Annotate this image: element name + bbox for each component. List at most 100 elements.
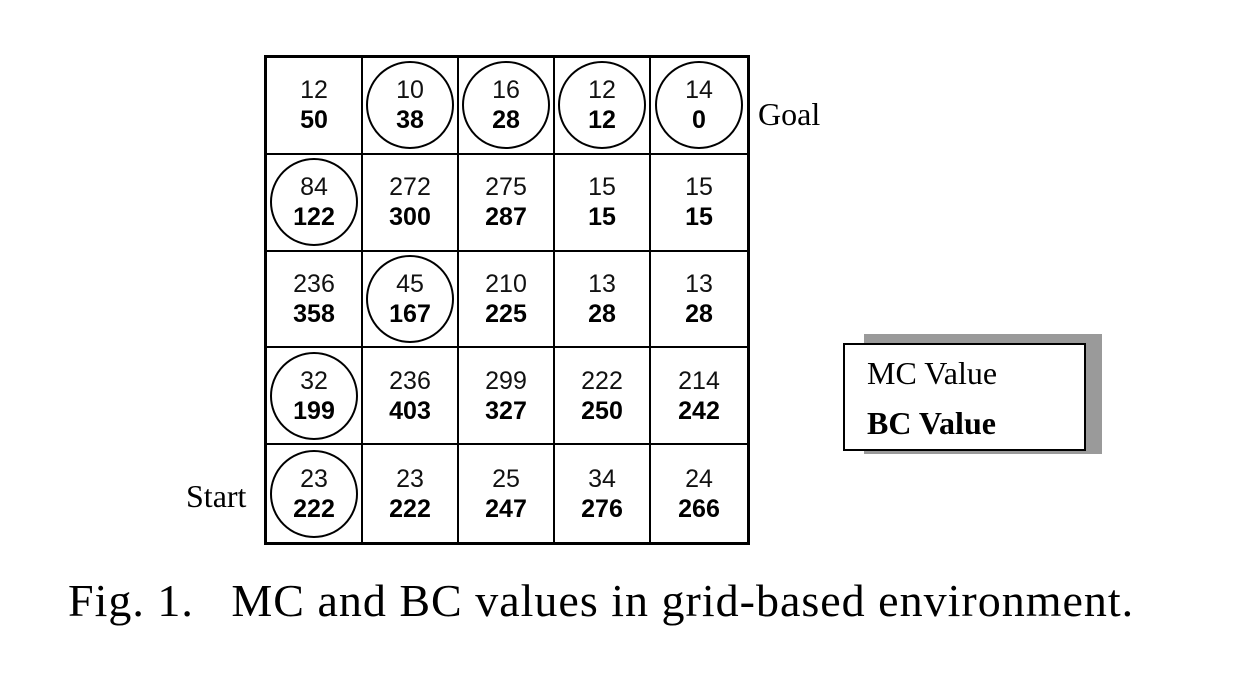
mc-value: 34 [588,464,616,493]
bc-value: 50 [300,106,328,135]
bc-value: 403 [389,396,431,425]
bc-value: 242 [678,396,720,425]
bc-value: 15 [588,203,616,232]
mc-value: 13 [588,269,616,298]
mc-value: 45 [396,269,424,298]
mc-value: 12 [300,76,328,105]
grid-cell: 15 15 [651,155,747,252]
cell-values: 10 38 [396,75,424,135]
mc-value: 222 [581,366,623,395]
cell-values: 15 15 [685,172,713,232]
grid-cell: 23 222 [267,445,363,542]
bc-value: 222 [389,494,431,523]
grid-cell: 23 222 [363,445,459,542]
cell-values: 12 50 [300,75,328,135]
bc-value: 15 [685,203,713,232]
bc-value: 250 [581,396,623,425]
cell-values: 210 225 [485,269,527,329]
mc-value: 272 [389,173,431,202]
grid-cell: 34 276 [555,445,651,542]
grid-cell: 32 199 [267,348,363,446]
grid-environment: 12 50 10 38 16 28 12 12 14 0 84 122 272 300 275 287 15 15… [264,55,750,545]
mc-value: 236 [293,269,335,298]
start-label: Start [186,478,247,514]
bc-value: 12 [588,106,616,135]
grid-cell: 24 266 [651,445,747,542]
bc-value: 327 [485,396,527,425]
cell-values: 236 358 [293,269,335,329]
mc-value: 84 [300,173,328,202]
grid-cell: 25 247 [459,445,555,542]
bc-value: 28 [492,106,520,135]
grid-cell: 236 358 [267,251,363,349]
grid-cell: 275 287 [459,154,555,252]
mc-value: 15 [685,173,713,202]
goal-label: Goal [758,96,821,132]
cell-values: 272 300 [389,172,431,232]
grid-cell: 13 28 [651,252,747,349]
cell-values: 23 222 [389,464,431,524]
mc-value: 23 [396,464,424,493]
legend-box: MC Value BC Value [843,343,1086,451]
grid-cell: 210 225 [459,251,555,349]
cell-values: 15 15 [588,172,616,232]
grid-cell: 299 327 [459,348,555,446]
grid-cell: 15 15 [555,154,651,252]
mc-value: 13 [685,269,713,298]
mc-value: 12 [588,76,616,105]
mc-value: 16 [492,76,520,105]
grid-cell: 272 300 [363,154,459,252]
cell-values: 275 287 [485,172,527,232]
mc-value: 236 [389,366,431,395]
cell-values: 24 266 [678,464,720,524]
cell-values: 45 167 [389,269,431,329]
grid-cell: 12 50 [267,58,363,155]
cell-values: 13 28 [588,269,616,329]
bc-value: 266 [678,494,720,523]
bc-value: 122 [293,203,335,232]
legend-bc-label: BC Value [867,405,996,441]
mc-value: 214 [678,366,720,395]
cell-values: 299 327 [485,366,527,426]
cell-values: 214 242 [678,366,720,426]
mc-value: 24 [685,464,713,493]
mc-value: 23 [300,464,328,493]
bc-value: 28 [588,299,616,328]
bc-value: 38 [396,106,424,135]
grid-cell: 236 403 [363,348,459,446]
grid-cell: 84 122 [267,154,363,252]
grid-cell: 14 0 [651,58,747,155]
grid-cell: 12 12 [555,58,651,155]
cell-values: 25 247 [485,464,527,524]
cell-values: 12 12 [588,75,616,135]
grid-cell: 10 38 [363,58,459,155]
bc-value: 247 [485,494,527,523]
mc-value: 10 [396,76,424,105]
grid-cell: 214 242 [651,348,747,446]
cell-values: 23 222 [293,464,335,524]
bc-value: 0 [692,106,706,135]
grid-cell: 16 28 [459,58,555,155]
bc-value: 199 [293,396,335,425]
mc-value: 275 [485,173,527,202]
bc-value: 300 [389,203,431,232]
cell-values: 34 276 [581,464,623,524]
bc-value: 222 [293,494,335,523]
bc-value: 276 [581,494,623,523]
legend-mc-label: MC Value [867,355,998,391]
cell-values: 236 403 [389,366,431,426]
figure-caption: Fig. 1. MC and BC values in grid-based e… [68,575,1135,626]
bc-value: 225 [485,299,527,328]
bc-value: 358 [293,299,335,328]
bc-value: 28 [685,299,713,328]
grid-cell: 222 250 [555,348,651,446]
bc-value: 167 [389,299,431,328]
grid-cell: 45 167 [363,251,459,349]
mc-value: 32 [300,366,328,395]
mc-value: 15 [588,173,616,202]
cell-values: 222 250 [581,366,623,426]
mc-value: 210 [485,269,527,298]
cell-values: 84 122 [293,172,335,232]
mc-value: 25 [492,464,520,493]
